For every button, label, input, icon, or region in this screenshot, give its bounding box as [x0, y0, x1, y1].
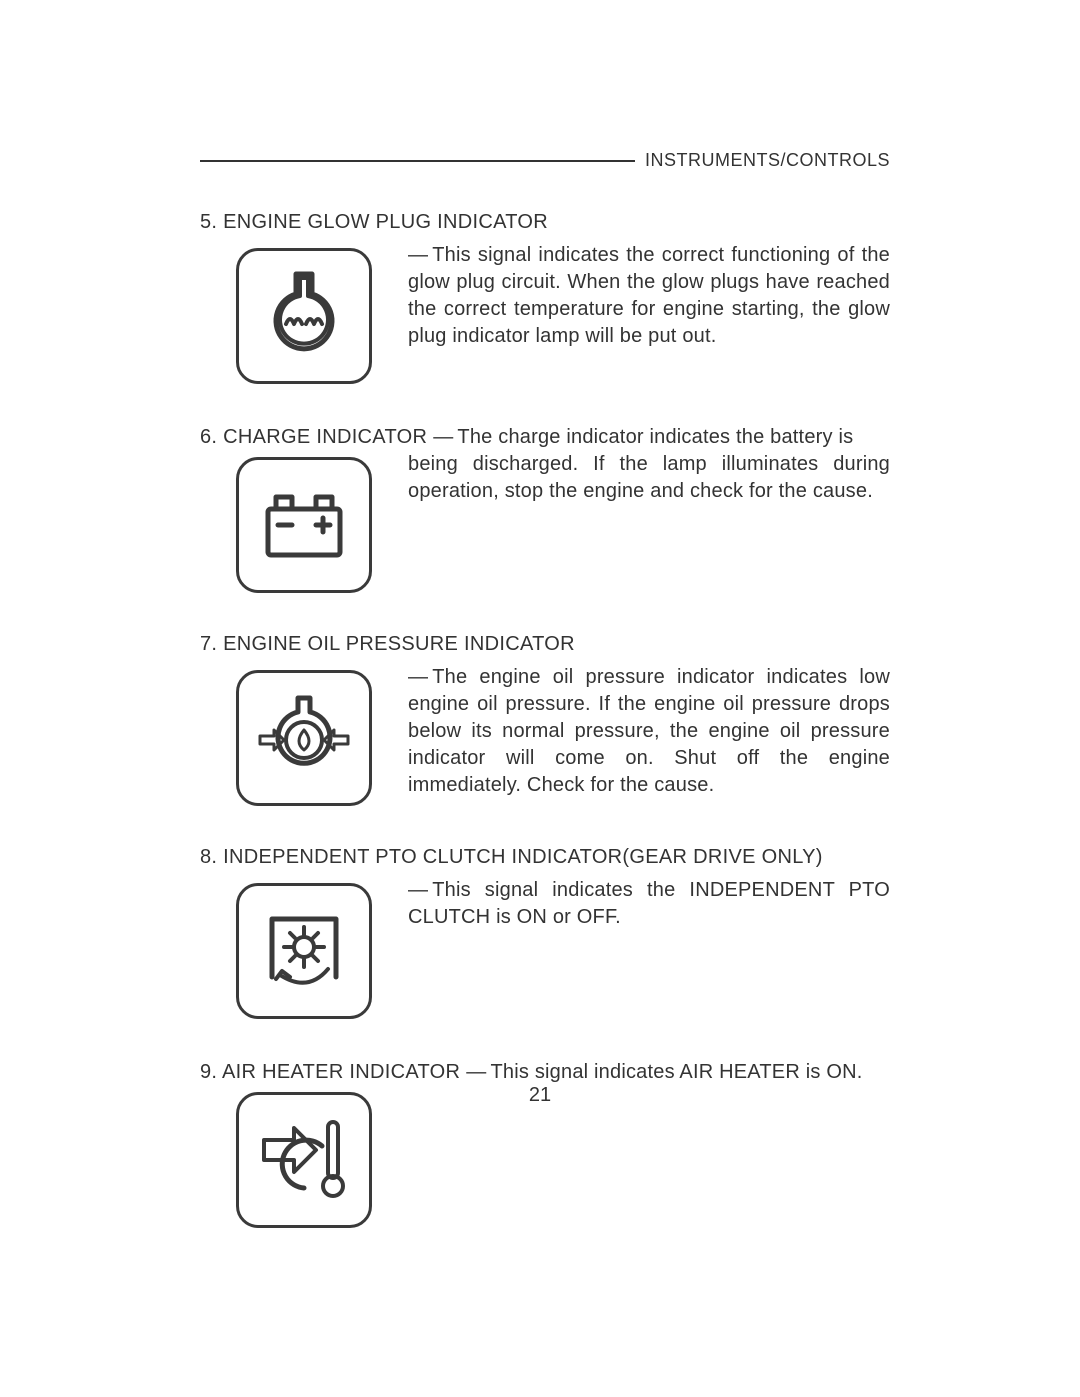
dash: —	[433, 424, 453, 451]
section-8-title: 8. INDEPENDENT PTO CLUTCH INDICATOR(GEAR…	[200, 846, 890, 869]
header-row: INSTRUMENTS/CONTROLS	[200, 150, 890, 171]
section-9-title: 9. AIR HEATER INDICATOR	[200, 1061, 460, 1084]
dash: —	[408, 664, 428, 691]
section-9-row	[200, 1086, 890, 1248]
section-9-desc-first: —This signal indicates AIR HEATER is ON.	[466, 1059, 862, 1086]
header-label: INSTRUMENTS/CONTROLS	[635, 150, 890, 171]
section-6-desc-first: —The charge indicator indicates the batt…	[433, 424, 890, 451]
section-6: 6. CHARGE INDICATOR —The charge indicato…	[200, 424, 890, 613]
dash: —	[466, 1059, 486, 1086]
section-5-row: —This signal indicates the correct funct…	[200, 242, 890, 404]
page-number: 21	[0, 1084, 1080, 1107]
section-8-desc: —This signal indicates the INDEPENDENT P…	[408, 877, 890, 931]
glow-plug-icon	[236, 248, 372, 384]
header-rule	[200, 160, 635, 162]
section-6-row: being discharged. If the lamp illuminate…	[200, 451, 890, 613]
section-7: 7. ENGINE OIL PRESSURE INDICATOR —T	[200, 633, 890, 826]
dash: —	[408, 242, 428, 269]
section-5: 5. ENGINE GLOW PLUG INDICATOR —This sign…	[200, 211, 890, 404]
section-5-desc: —This signal indicates the correct funct…	[408, 242, 890, 350]
section-8-text: This signal indicates the INDEPENDENT PT…	[408, 879, 890, 928]
section-7-title: 7. ENGINE OIL PRESSURE INDICATOR	[200, 633, 890, 656]
section-7-desc: —The engine oil pressure indicator indic…	[408, 664, 890, 799]
air-heater-icon	[236, 1092, 372, 1228]
battery-icon	[236, 457, 372, 593]
section-6-title-row: 6. CHARGE INDICATOR —The charge indicato…	[200, 424, 890, 451]
section-9-title-row: 9. AIR HEATER INDICATOR —This signal ind…	[200, 1059, 890, 1086]
section-5-title: 5. ENGINE GLOW PLUG INDICATOR	[200, 211, 890, 234]
oil-pressure-icon	[236, 670, 372, 806]
section-6-desc-rest: being discharged. If the lamp illuminate…	[408, 451, 890, 505]
dash: —	[408, 877, 428, 904]
section-7-text: The engine oil pressure indicator indica…	[408, 666, 890, 796]
section-8: 8. INDEPENDENT PTO CLUTCH INDICATOR(GEAR…	[200, 846, 890, 1039]
section-7-row: —The engine oil pressure indicator indic…	[200, 664, 890, 826]
pto-clutch-icon	[236, 883, 372, 1019]
section-6-text-first: The charge indicator indicates the batte…	[457, 426, 853, 448]
section-8-row: —This signal indicates the INDEPENDENT P…	[200, 877, 890, 1039]
section-6-title: 6. CHARGE INDICATOR	[200, 426, 427, 449]
section-5-text: This signal indicates the correct functi…	[408, 244, 890, 347]
section-9-text-first: This signal indicates AIR HEATER is ON.	[490, 1061, 862, 1083]
page: INSTRUMENTS/CONTROLS 5. ENGINE GLOW PLUG…	[0, 0, 1080, 1397]
